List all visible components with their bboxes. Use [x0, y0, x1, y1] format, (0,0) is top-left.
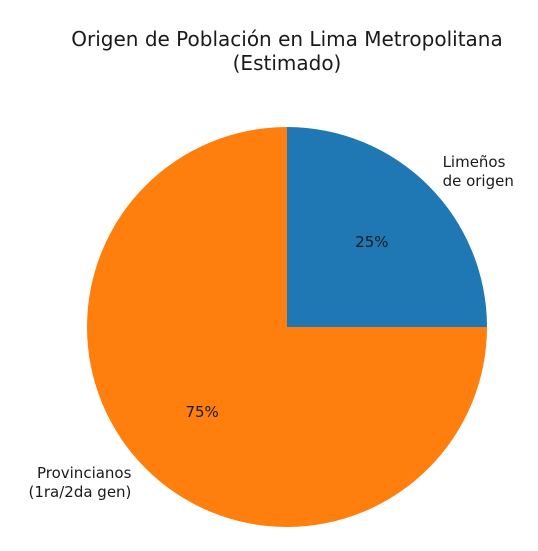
pie-slice-pct-label-1: 75% — [185, 403, 218, 421]
chart-title-line-2: (Estimado) — [233, 51, 342, 75]
pie-slices — [87, 127, 487, 527]
pie-slice-category-label-line: de origen — [443, 172, 514, 190]
pie-slice-category-label-line: (1ra/2da gen) — [28, 483, 131, 501]
pie-slice-category-label-line: Limeños — [443, 153, 506, 171]
pie-slice-category-label-1: Provincianos (1ra/2da gen) — [28, 464, 131, 501]
pie-slice-1 — [87, 127, 487, 527]
pie-slice-pct-label-0: 25% — [355, 233, 388, 251]
pie-slice-category-label-line: Provincianos — [37, 464, 132, 482]
pie-slice-0 — [287, 127, 487, 327]
pie-labels: 25% Limeños de origen 75% Provincianos (1ra/2… — [28, 153, 513, 501]
chart-title-line-1: Origen de Población en Lima Metropolitan… — [71, 27, 502, 51]
pie-slice-category-label-0: Limeños de origen — [443, 153, 514, 190]
